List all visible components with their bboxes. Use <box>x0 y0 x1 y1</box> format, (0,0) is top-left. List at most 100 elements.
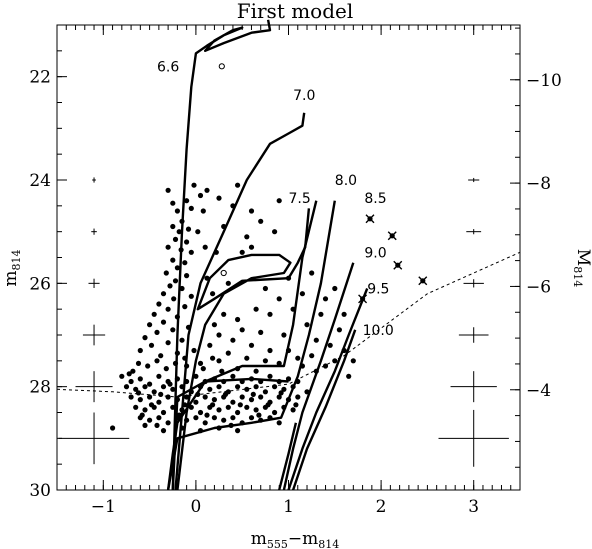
data-point <box>110 425 116 431</box>
data-point <box>276 420 282 426</box>
data-point <box>276 378 282 385</box>
data-point <box>184 363 190 369</box>
open-point <box>218 63 225 70</box>
data-point <box>244 234 250 240</box>
data-points <box>110 63 428 434</box>
data-point <box>184 273 190 279</box>
data-point <box>174 265 180 271</box>
star-point-cross <box>358 294 368 304</box>
data-point <box>139 412 145 418</box>
data-point <box>195 391 201 397</box>
data-point <box>216 384 222 390</box>
data-point <box>191 182 197 188</box>
x-tick-label: 3 <box>468 497 479 517</box>
data-point <box>179 407 185 413</box>
data-point <box>176 229 182 235</box>
plot-frame <box>56 24 521 491</box>
x-tick-label: −1 <box>91 497 116 517</box>
x-axis-label: m555−m814 <box>251 529 340 549</box>
data-point <box>158 391 164 397</box>
isochrone-curves <box>166 19 369 491</box>
data-point <box>211 415 217 421</box>
data-point <box>133 386 139 392</box>
data-point <box>267 347 273 354</box>
isochrone-label: 7.5 <box>289 191 311 207</box>
y2-tick-label: −4 <box>526 381 551 401</box>
data-point <box>137 347 143 354</box>
data-point <box>230 373 236 379</box>
y-tick-label: 26 <box>29 274 51 294</box>
star-point-cross <box>365 214 375 224</box>
data-point <box>248 415 255 421</box>
data-point <box>230 337 236 343</box>
data-point <box>128 378 134 385</box>
y-tick-label: 22 <box>29 68 51 88</box>
isochrone-label: 9.5 <box>367 282 389 298</box>
data-point <box>142 407 148 413</box>
data-point <box>170 386 176 392</box>
data-point <box>195 229 201 235</box>
data-point <box>160 319 167 325</box>
data-point <box>197 428 204 434</box>
y2-tick-label: −8 <box>526 174 551 194</box>
data-point <box>160 428 167 434</box>
data-point <box>211 322 217 328</box>
data-point <box>148 402 155 408</box>
data-point <box>130 368 136 374</box>
data-point <box>202 378 208 385</box>
data-point <box>123 384 130 390</box>
data-point <box>197 360 204 366</box>
data-point <box>285 347 292 354</box>
data-point <box>182 402 188 408</box>
data-point <box>184 378 190 385</box>
data-point <box>165 187 171 193</box>
data-point <box>202 244 208 250</box>
data-point <box>239 249 245 255</box>
data-point <box>174 397 180 403</box>
data-point <box>250 391 256 397</box>
data-point <box>272 409 278 416</box>
data-point <box>188 205 194 211</box>
data-point <box>179 218 185 224</box>
data-point <box>200 208 206 214</box>
data-point <box>151 311 157 317</box>
data-point <box>253 384 259 390</box>
data-point <box>290 306 296 312</box>
data-point <box>290 407 296 413</box>
data-point <box>239 394 245 400</box>
y2-tick-label: −10 <box>526 71 562 91</box>
data-point <box>253 368 259 374</box>
y2-tick-label: −6 <box>526 277 551 297</box>
data-point <box>225 350 231 356</box>
data-point <box>170 404 176 410</box>
data-point <box>170 257 176 263</box>
data-point <box>156 399 162 405</box>
data-point <box>193 415 199 421</box>
data-point <box>278 390 284 396</box>
data-point <box>119 373 125 379</box>
data-point <box>248 397 255 403</box>
data-point <box>258 218 264 224</box>
data-point <box>309 353 315 359</box>
data-point <box>182 304 188 310</box>
data-point <box>179 384 185 390</box>
star-point-cross <box>387 231 397 241</box>
error-bars <box>58 177 509 467</box>
data-point <box>244 386 250 392</box>
data-point <box>285 376 292 382</box>
data-point <box>174 376 180 382</box>
data-point <box>235 409 241 416</box>
isochrone-label: 10.0 <box>363 323 394 339</box>
data-point <box>332 285 338 292</box>
data-point <box>184 417 190 423</box>
data-point <box>248 376 255 382</box>
data-point <box>179 285 185 292</box>
data-point <box>248 208 255 214</box>
data-point <box>341 311 347 317</box>
data-point <box>163 270 169 276</box>
y-tick-label: 28 <box>29 378 51 398</box>
completeness-dashed-line <box>56 251 521 398</box>
data-point <box>230 415 236 421</box>
data-point <box>295 378 301 385</box>
data-point <box>135 360 142 366</box>
